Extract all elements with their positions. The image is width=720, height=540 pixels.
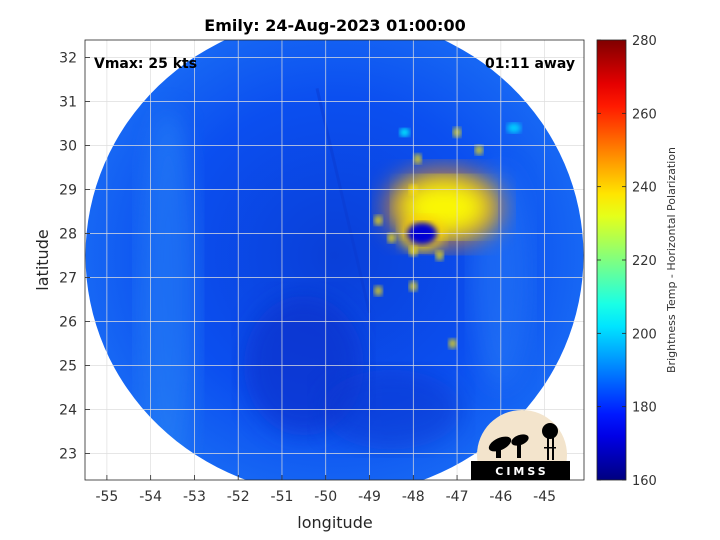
x-tick-label: -46 (489, 489, 512, 505)
x-tick-label: -47 (446, 489, 469, 505)
x-ticks: -55 -54 -53 -52 -51 -50 -49 -48 -47 -46 -45 (95, 475, 556, 505)
y-tick-label: 23 (59, 447, 77, 463)
feature-north-cell (399, 128, 410, 137)
away-annotation: 01:11 away (485, 56, 575, 72)
convective-spot (474, 145, 483, 155)
x-tick-label: -52 (227, 489, 250, 505)
logo-dish-icon (488, 434, 529, 458)
chart-title: Emily: 24-Aug-2023 01:00:00 (204, 16, 465, 35)
x-tick-label: -54 (139, 489, 162, 505)
x-tick-label: -48 (402, 489, 425, 505)
colorbar-ticks: 160 180 200 220 240 260 280 (597, 34, 657, 489)
colorbar (596, 39, 627, 481)
colorbar-tick-label: 200 (632, 327, 657, 342)
convective-spot (448, 338, 457, 349)
logo-banner (471, 461, 570, 480)
colorbar-tick-label: 160 (632, 474, 657, 489)
swath-disk (85, 40, 584, 480)
colorbar-tick-label: 180 (632, 401, 657, 416)
x-tick-label: -51 (271, 489, 294, 505)
axes-frame (84, 39, 585, 481)
colorbar-tick-label: 280 (632, 34, 657, 49)
y-tick-label: 24 (59, 403, 77, 419)
cimss-logo: CIMSS (471, 410, 570, 480)
colorbar-tick-label: 220 (632, 254, 657, 269)
y-tick-label: 31 (59, 95, 77, 111)
swath-texture (138, 88, 531, 480)
convective-spot (374, 215, 383, 226)
y-tick-label: 25 (59, 359, 77, 375)
y-tick-label: 27 (59, 271, 77, 287)
swath-layer (85, 40, 584, 480)
logo-text: CIMSS (495, 465, 548, 478)
x-axis-label: longitude (297, 513, 372, 532)
colorbar-tick-label: 260 (632, 107, 657, 122)
convective-spot (435, 250, 444, 261)
y-tick-label: 28 (59, 227, 77, 243)
x-tick-label: -55 (95, 489, 118, 505)
feature-ne-cell (506, 123, 521, 133)
x-tick-label: -45 (533, 489, 556, 505)
vmax-annotation: Vmax: 25 kts (94, 56, 197, 72)
convective-spot (387, 233, 396, 243)
convective-spot (413, 153, 422, 164)
x-tick-label: -49 (358, 489, 381, 505)
colorbar-label: Brightness Temp - Horizontal Polarizatio… (665, 147, 678, 373)
x-tick-label: -53 (183, 489, 206, 505)
x-tick-label: -50 (314, 489, 337, 505)
y-tick-label: 29 (59, 183, 77, 199)
colorbar-tick-label: 240 (632, 181, 657, 196)
y-tick-label: 32 (59, 51, 77, 67)
swath-band (138, 109, 199, 480)
y-ticks: 23 24 25 26 27 28 29 30 31 32 (59, 51, 90, 463)
y-tick-label: 30 (59, 139, 77, 155)
logo-water-tower-icon (542, 423, 558, 460)
convective-spot (374, 285, 383, 296)
y-axis-label: latitude (33, 229, 52, 290)
grid-lines (85, 40, 584, 480)
y-tick-label: 26 (59, 315, 77, 331)
